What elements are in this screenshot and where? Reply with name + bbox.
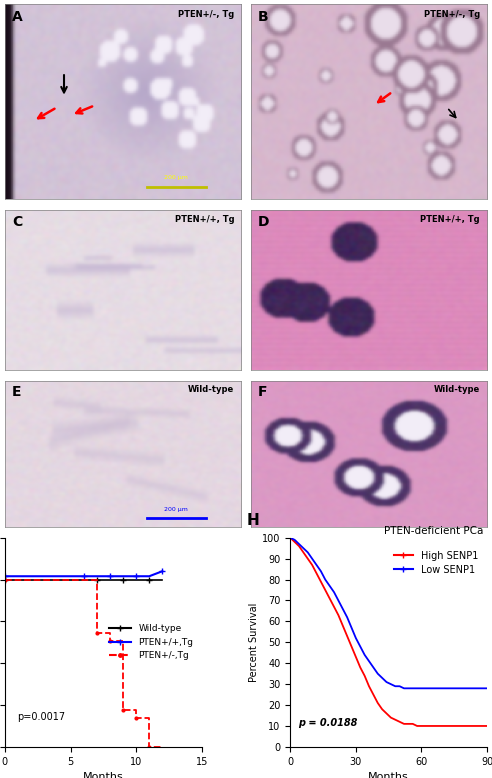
- X-axis label: Months: Months: [83, 772, 123, 778]
- Text: B: B: [258, 10, 269, 24]
- Text: A: A: [12, 10, 23, 24]
- Text: p=0.0017: p=0.0017: [17, 712, 65, 722]
- Text: F: F: [258, 385, 267, 399]
- Legend: High SENP1, Low SENP1: High SENP1, Low SENP1: [390, 547, 482, 579]
- Text: D: D: [258, 215, 269, 229]
- Text: Wild-type: Wild-type: [434, 385, 480, 394]
- Y-axis label: Percent Survival: Percent Survival: [249, 603, 259, 682]
- Text: 200 μm: 200 μm: [164, 507, 188, 513]
- Legend: Wild-type, PTEN+/+,Tg, PTEN+/-,Tg: Wild-type, PTEN+/+,Tg, PTEN+/-,Tg: [105, 621, 197, 664]
- Text: 200 μm: 200 μm: [164, 174, 188, 180]
- Text: PTEN+/+, Tg: PTEN+/+, Tg: [175, 215, 234, 223]
- Text: p = 0.0188: p = 0.0188: [298, 718, 358, 728]
- Text: Wild-type: Wild-type: [188, 385, 234, 394]
- Text: PTEN+/+, Tg: PTEN+/+, Tg: [420, 215, 480, 223]
- Text: PTEN+/-, Tg: PTEN+/-, Tg: [178, 10, 234, 19]
- Text: H: H: [247, 513, 260, 528]
- Text: PTEN-deficient PCa: PTEN-deficient PCa: [384, 526, 483, 535]
- Text: C: C: [12, 215, 22, 229]
- Text: E: E: [12, 385, 22, 399]
- Text: PTEN+/-, Tg: PTEN+/-, Tg: [424, 10, 480, 19]
- X-axis label: Months: Months: [369, 772, 409, 778]
